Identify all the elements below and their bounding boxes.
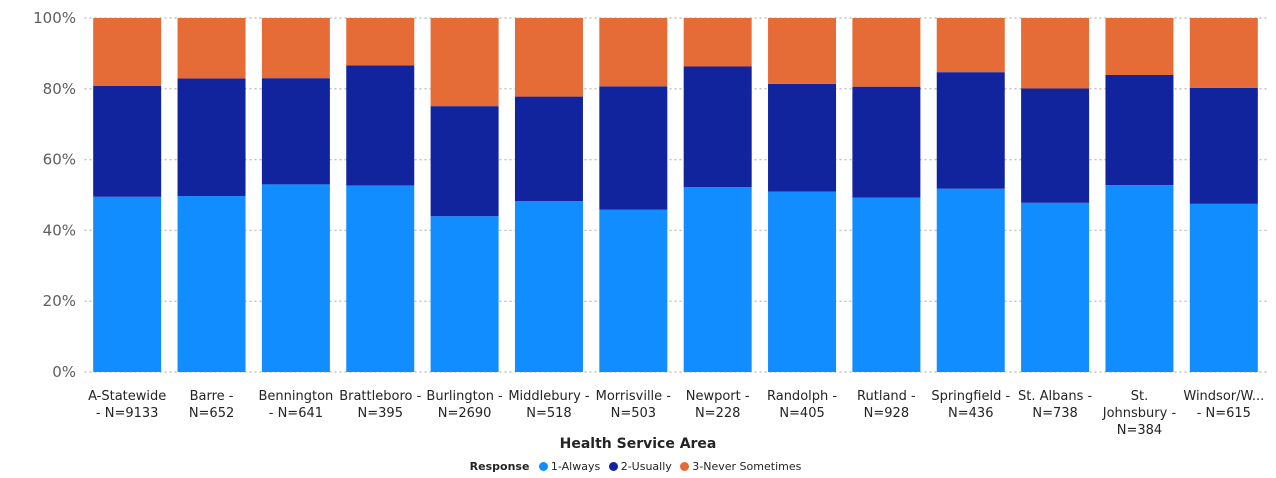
y-tick-label: 40% bbox=[43, 221, 76, 239]
x-tick-label: A-Statewide - N=9133 bbox=[88, 389, 166, 421]
bar-segment-1-always[interactable] bbox=[1189, 203, 1258, 372]
legend-marker bbox=[538, 462, 548, 471]
bar-segment-3-never-sometimes[interactable] bbox=[768, 18, 837, 84]
bar-segment-1-always[interactable] bbox=[683, 187, 752, 372]
bar-segment-2-usually[interactable] bbox=[514, 96, 583, 202]
bar-segment-1-always[interactable] bbox=[768, 191, 837, 372]
legend-label: 3-Never Sometimes bbox=[692, 460, 802, 473]
x-tick-label: St. Albans -N=738 bbox=[1018, 389, 1092, 421]
bar-segment-1-always[interactable] bbox=[936, 188, 1005, 372]
legend-item-usually[interactable]: 2-Usually bbox=[608, 460, 672, 473]
bar-segment-1-always[interactable] bbox=[514, 201, 583, 372]
bar-segment-2-usually[interactable] bbox=[430, 106, 499, 217]
y-tick-label: 0% bbox=[52, 363, 76, 381]
bar-segment-1-always[interactable] bbox=[177, 196, 246, 372]
bar-segment-3-never-sometimes[interactable] bbox=[683, 18, 752, 67]
bar-segment-2-usually[interactable] bbox=[768, 83, 837, 192]
bar-segment-1-always[interactable] bbox=[1105, 185, 1174, 372]
bars bbox=[93, 18, 1258, 372]
x-tick-label: Burlington -N=2690 bbox=[426, 389, 503, 421]
bar-segment-2-usually[interactable] bbox=[1021, 88, 1090, 203]
bar-segment-2-usually[interactable] bbox=[683, 66, 752, 188]
bar-segment-2-usually[interactable] bbox=[177, 78, 246, 197]
bar-segment-3-never-sometimes[interactable] bbox=[1105, 18, 1174, 75]
y-tick-label: 20% bbox=[43, 292, 76, 310]
y-tick-label: 60% bbox=[43, 151, 76, 169]
x-tick-label: Randolph -N=405 bbox=[767, 389, 837, 421]
bar-segment-3-never-sometimes[interactable] bbox=[514, 18, 583, 97]
bar-segment-2-usually[interactable] bbox=[852, 86, 921, 198]
bar-segment-2-usually[interactable] bbox=[261, 78, 330, 185]
bar-segment-2-usually[interactable] bbox=[1189, 87, 1258, 204]
bar-segment-1-always[interactable] bbox=[852, 197, 921, 372]
legend-label: 1-Always bbox=[550, 460, 601, 473]
bar-segment-2-usually[interactable] bbox=[936, 72, 1005, 189]
x-tick-label: Newport -N=228 bbox=[686, 389, 750, 421]
bar-segment-3-never-sometimes[interactable] bbox=[93, 18, 162, 86]
x-tick-label: Morrisville -N=503 bbox=[596, 389, 672, 421]
bar-segment-3-never-sometimes[interactable] bbox=[1189, 18, 1258, 88]
y-tick-label: 100% bbox=[33, 9, 76, 27]
bar-segment-2-usually[interactable] bbox=[599, 86, 668, 210]
bar-segment-3-never-sometimes[interactable] bbox=[346, 18, 415, 66]
bar-segment-2-usually[interactable] bbox=[1105, 74, 1174, 186]
bar-segment-3-never-sometimes[interactable] bbox=[599, 18, 668, 87]
x-tick-label: Bennington - N=641 bbox=[258, 389, 333, 421]
legend-marker bbox=[608, 462, 618, 471]
bar-segment-1-always[interactable] bbox=[430, 216, 499, 372]
bar-segment-1-always[interactable] bbox=[261, 184, 330, 372]
y-axis: 0% 20% 40% 60% 80% 100% bbox=[33, 9, 76, 381]
x-axis: A-Statewide - N=9133 Barre -N=652 Benningto… bbox=[88, 389, 1264, 438]
bar-segment-3-never-sometimes[interactable] bbox=[936, 18, 1005, 73]
bar-segment-3-never-sometimes[interactable] bbox=[852, 18, 921, 87]
bar-segment-3-never-sometimes[interactable] bbox=[1021, 18, 1090, 89]
legend-title: Response bbox=[469, 460, 530, 473]
legend-marker bbox=[680, 462, 690, 471]
bar-segment-1-always[interactable] bbox=[93, 196, 162, 372]
x-tick-label: St. Johnsbury -N=384 bbox=[1102, 389, 1177, 438]
bar-segment-3-never-sometimes[interactable] bbox=[430, 18, 499, 107]
x-axis-title: Health Service Area bbox=[559, 436, 717, 452]
x-tick-label: Rutland -N=928 bbox=[857, 389, 916, 421]
legend-label: 2-Usually bbox=[620, 460, 672, 473]
bar-segment-1-always[interactable] bbox=[1021, 202, 1090, 372]
bar-segment-1-always[interactable] bbox=[599, 209, 668, 372]
x-tick-label: Barre -N=652 bbox=[189, 389, 234, 421]
bar-segment-3-never-sometimes[interactable] bbox=[261, 18, 330, 79]
x-tick-label: Springfield -N=436 bbox=[931, 389, 1010, 421]
stacked-bar-chart: 0% 20% 40% 60% 80% 100% A-Statewide - N=9133 Ba… bbox=[33, 9, 1267, 438]
x-tick-label: Brattleboro -N=395 bbox=[339, 389, 421, 421]
x-tick-label: Windsor/W... - N=615 bbox=[1183, 389, 1264, 421]
x-tick-label: Middlebury -N=518 bbox=[508, 389, 590, 421]
bar-segment-2-usually[interactable] bbox=[346, 65, 415, 186]
y-tick-label: 80% bbox=[43, 80, 76, 98]
legend-item-never-sometimes[interactable]: 3-Never Sometimes bbox=[680, 460, 801, 473]
gridlines bbox=[84, 17, 1267, 373]
legend-item-always[interactable]: 1-Always bbox=[538, 460, 601, 473]
bar-segment-2-usually[interactable] bbox=[93, 85, 162, 197]
bar-segment-1-always[interactable] bbox=[346, 185, 415, 372]
legend: Response 1-Always 2-Usually 3-Never Some… bbox=[0, 460, 1276, 473]
bar-segment-3-never-sometimes[interactable] bbox=[177, 18, 246, 79]
